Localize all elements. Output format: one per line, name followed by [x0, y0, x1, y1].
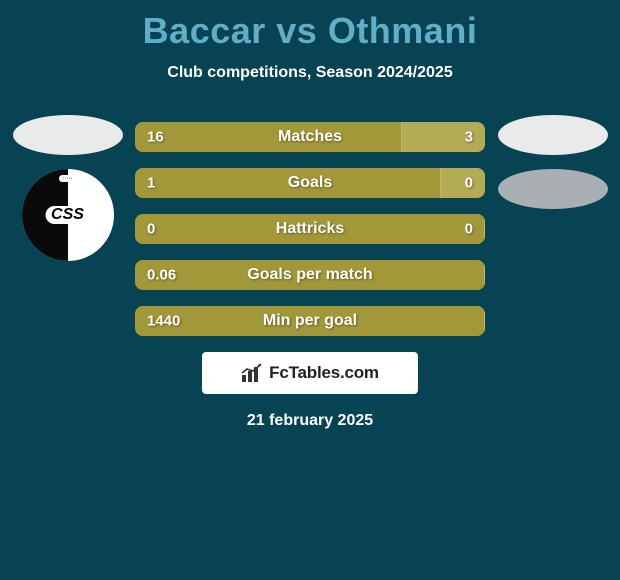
stat-value-left: 0	[147, 221, 155, 238]
page-title: Baccar vs Othmani	[0, 10, 620, 52]
stat-row: 0.06 Goals per match	[135, 260, 485, 290]
stat-label: Matches	[278, 128, 342, 146]
stat-bar-right	[484, 306, 485, 336]
date-text: 21 february 2025	[0, 412, 620, 430]
stat-label: Goals per match	[247, 266, 372, 284]
stat-value-left: 1440	[147, 313, 180, 330]
stat-row: 1440 Min per goal	[135, 306, 485, 336]
stat-bar-right	[484, 260, 485, 290]
stat-label: Min per goal	[263, 312, 357, 330]
stat-value-left: 1	[147, 175, 155, 192]
stat-row: 16 Matches 3	[135, 122, 485, 152]
stat-value-left: 0.06	[147, 267, 176, 284]
stat-bar-right	[440, 168, 486, 198]
comparison-card: Baccar vs Othmani Club competitions, Sea…	[0, 0, 620, 580]
stat-row: 1 Goals 0	[135, 168, 485, 198]
brand-box: FcTables.com	[202, 352, 418, 394]
stat-bar-right	[484, 214, 485, 244]
brand-text: FcTables.com	[269, 363, 379, 383]
stat-value-left: 16	[147, 129, 164, 146]
chart-icon	[241, 363, 263, 383]
stat-bar-left	[135, 122, 401, 152]
stat-row: 0 Hattricks 0	[135, 214, 485, 244]
stat-value-right: 0	[465, 175, 473, 192]
subtitle: Club competitions, Season 2024/2025	[0, 64, 620, 82]
stat-value-right: 0	[465, 221, 473, 238]
stats-area: 16 Matches 3 1 Goals 0 0 Hattricks 0	[0, 122, 620, 336]
stat-label: Hattricks	[276, 220, 344, 238]
stat-value-right: 3	[465, 129, 473, 146]
stat-label: Goals	[288, 174, 332, 192]
